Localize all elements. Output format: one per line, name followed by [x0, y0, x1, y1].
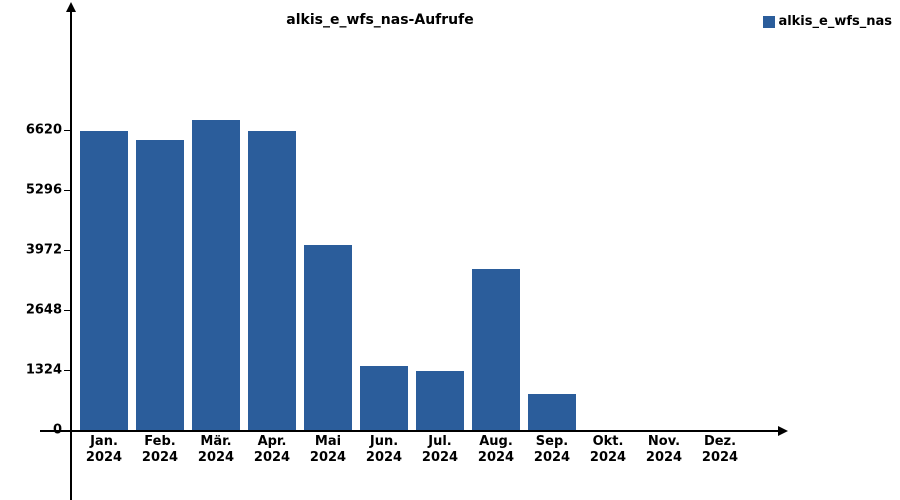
bar: [360, 366, 408, 430]
x-tick-label-year: 2024: [310, 450, 346, 465]
y-tick-label: 1324: [26, 363, 62, 378]
plot-area: 013242648397252966620Jan.2024Feb.2024Mär…: [70, 30, 790, 430]
y-tick: [64, 370, 70, 371]
legend-swatch: [763, 16, 775, 28]
x-tick-label: Sep.: [536, 434, 568, 449]
y-tick: [64, 190, 70, 191]
x-tick-label: Nov.: [648, 434, 680, 449]
y-tick: [64, 430, 70, 431]
y-tick-label: 5296: [26, 183, 62, 198]
bar: [80, 131, 128, 430]
x-tick-label: Dez.: [704, 434, 736, 449]
y-axis-arrow: [66, 2, 76, 12]
y-tick: [64, 130, 70, 131]
bar: [304, 245, 352, 430]
x-tick-label-year: 2024: [198, 450, 234, 465]
y-tick: [64, 250, 70, 251]
legend: alkis_e_wfs_nas: [763, 14, 892, 29]
chart-title: alkis_e_wfs_nas-Aufrufe: [0, 12, 760, 28]
x-tick-label: Aug.: [479, 434, 513, 449]
x-tick-label-year: 2024: [646, 450, 682, 465]
x-tick-label-year: 2024: [422, 450, 458, 465]
x-tick-label-year: 2024: [142, 450, 178, 465]
x-tick-label-year: 2024: [366, 450, 402, 465]
y-tick-label: 2648: [26, 303, 62, 318]
bar-chart: alkis_e_wfs_nas-Aufrufe alkis_e_wfs_nas …: [0, 0, 900, 500]
x-tick-label-year: 2024: [702, 450, 738, 465]
y-axis: [70, 10, 72, 500]
y-tick-label: 0: [53, 423, 62, 438]
x-tick-label: Jun.: [370, 434, 398, 449]
x-tick-label-year: 2024: [590, 450, 626, 465]
y-tick-label: 6620: [26, 123, 62, 138]
y-tick: [64, 310, 70, 311]
x-tick-label-year: 2024: [534, 450, 570, 465]
x-tick-label: Okt.: [593, 434, 624, 449]
y-tick-label: 3972: [26, 243, 62, 258]
x-tick-label-year: 2024: [86, 450, 122, 465]
bar: [192, 120, 240, 430]
x-tick-label: Jan.: [90, 434, 118, 449]
bar: [248, 131, 296, 430]
x-axis-arrow: [778, 426, 788, 436]
legend-label: alkis_e_wfs_nas: [778, 14, 892, 29]
x-tick-label-year: 2024: [254, 450, 290, 465]
bar: [472, 269, 520, 430]
x-tick-label: Mär.: [200, 434, 231, 449]
x-tick-label: Apr.: [258, 434, 287, 449]
x-axis: [40, 430, 780, 432]
bar: [528, 394, 576, 430]
x-tick-label-year: 2024: [478, 450, 514, 465]
bar: [416, 371, 464, 430]
bar: [136, 140, 184, 430]
x-tick-label: Mai: [315, 434, 341, 449]
x-tick-label: Feb.: [144, 434, 175, 449]
x-tick-label: Jul.: [428, 434, 452, 449]
